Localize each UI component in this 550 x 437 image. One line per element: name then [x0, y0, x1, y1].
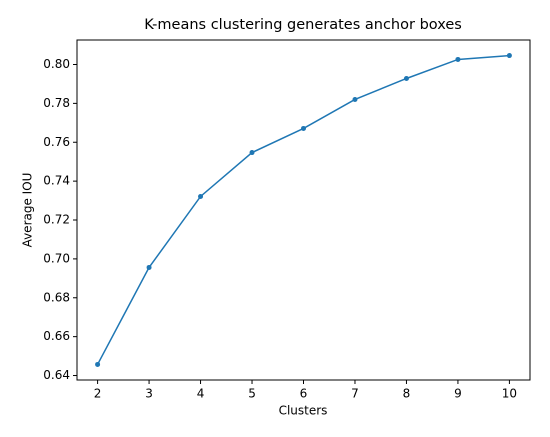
- y-axis-label: Average IOU: [21, 173, 35, 248]
- x-tick-label: 5: [248, 387, 256, 401]
- x-tick-label: 9: [454, 387, 462, 401]
- x-tick-label: 2: [94, 387, 102, 401]
- x-tick-label: 7: [351, 387, 359, 401]
- data-point: [95, 361, 101, 367]
- y-tick-label: 0.66: [43, 329, 70, 343]
- y-tick-label: 0.78: [43, 96, 70, 110]
- y-tick-label: 0.70: [43, 251, 70, 265]
- plot-frame: [76, 39, 531, 381]
- data-point: [506, 53, 512, 59]
- x-tick-label: 3: [145, 387, 153, 401]
- data-point: [403, 75, 409, 81]
- x-tick-label: 10: [502, 387, 517, 401]
- chart-title: K-means clustering generates anchor boxe…: [144, 17, 462, 33]
- data-point: [198, 193, 204, 199]
- x-axis-label: Clusters: [279, 404, 328, 418]
- data-point: [146, 264, 152, 270]
- y-tick-label: 0.74: [43, 174, 70, 188]
- y-tick-label: 0.68: [43, 290, 70, 304]
- data-point: [352, 96, 358, 102]
- data-point: [249, 150, 255, 156]
- x-tick-label: 6: [300, 387, 308, 401]
- x-tick-label: 8: [403, 387, 411, 401]
- y-tick-label: 0.76: [43, 135, 70, 149]
- x-tick-label: 4: [197, 387, 205, 401]
- y-tick-label: 0.64: [43, 368, 70, 382]
- y-tick-label: 0.72: [43, 213, 70, 227]
- y-tick-label: 0.80: [43, 57, 70, 71]
- data-point: [301, 125, 306, 131]
- data-point: [455, 56, 461, 62]
